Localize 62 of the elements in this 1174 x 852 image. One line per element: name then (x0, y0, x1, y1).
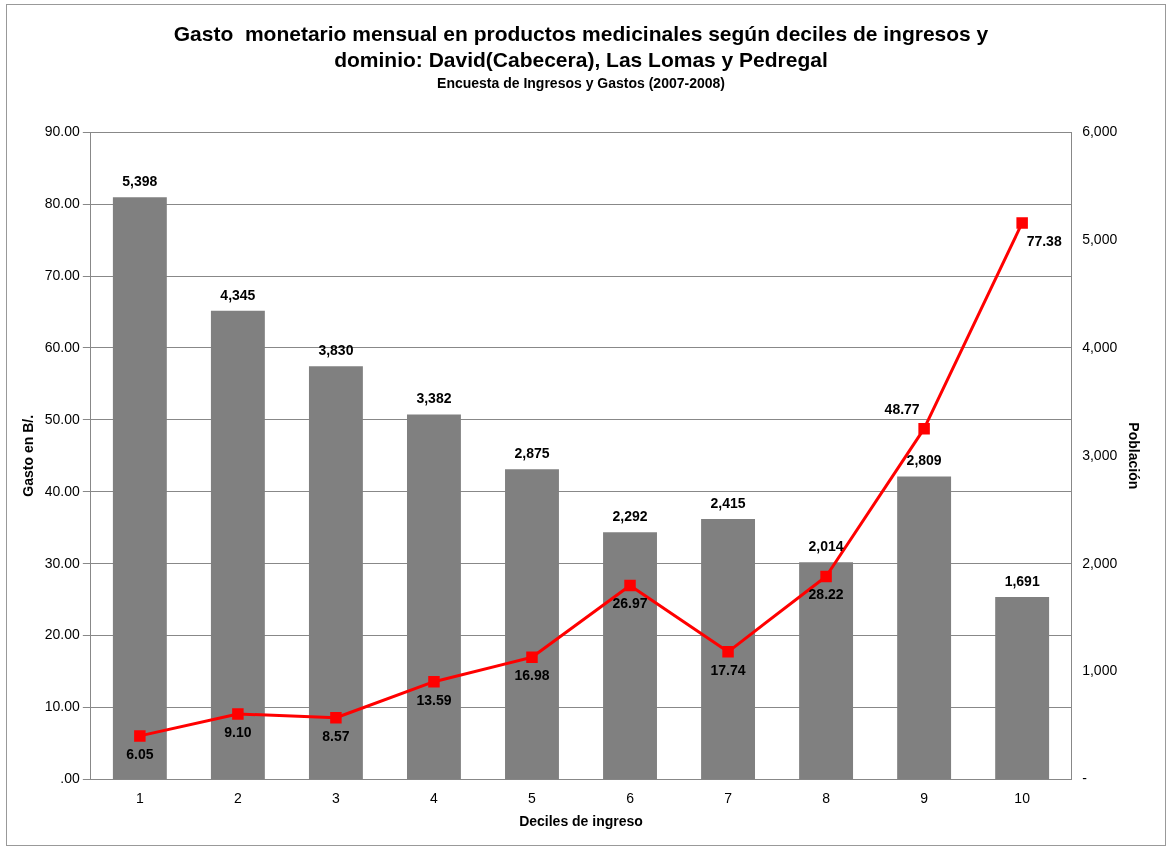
y-tick-label: 20.00 (44, 626, 81, 643)
x-tick-label: 9 (920, 789, 929, 806)
y-tick-label: 70.00 (44, 266, 81, 283)
x-tick-label: 5 (528, 789, 537, 806)
data-label: 2,415 (710, 494, 746, 511)
data-label: 2,809 (906, 452, 942, 469)
y-axis-title: Gasto en B/. (20, 414, 37, 497)
y-tick-label: 40.00 (44, 482, 81, 499)
x-tick-label: 7 (724, 789, 733, 806)
data-label: 8.57 (322, 727, 350, 744)
data-label: 13.59 (416, 691, 452, 708)
y2-tick-label: 6,000 (1082, 123, 1118, 140)
data-label: 28.22 (808, 586, 844, 603)
data-label: 48.77 (884, 400, 920, 417)
data-label: 1,691 (1004, 572, 1040, 589)
data-label: 4,345 (220, 286, 256, 303)
y-tick-label: 10.00 (44, 698, 81, 715)
x-tick-label: 1 (135, 789, 144, 806)
point (722, 646, 734, 658)
data-label: 2,875 (514, 445, 550, 462)
y2-axis-title: Población (1125, 422, 1142, 490)
data-label: 9.10 (224, 723, 252, 740)
x-tick-label: 4 (430, 789, 439, 806)
data-label: 17.74 (710, 661, 746, 678)
point (330, 712, 342, 724)
x-tick-label: 6 (626, 789, 635, 806)
y2-tick-label: 1,000 (1082, 662, 1118, 679)
point (232, 708, 244, 720)
y-tick-label: 80.00 (44, 194, 81, 211)
y-tick-label: 50.00 (44, 410, 81, 427)
y2-tick-label: - (1082, 770, 1088, 787)
point (1016, 217, 1028, 229)
y-tick-label: 60.00 (44, 338, 81, 355)
point (624, 579, 636, 592)
chart-title: Gasto monetario mensual en productos medicinales según deciles de ingresos y dominio: David(Cabecera), Las Lomas y Pedregal (173, 22, 989, 71)
data-label: 6.05 (126, 745, 154, 762)
point (428, 675, 440, 688)
data-label: 3,830 (318, 342, 354, 359)
x-tick-label: 3 (332, 789, 341, 806)
y2-tick-label: 5,000 (1082, 230, 1118, 247)
x-tick-label: 10 (1014, 789, 1031, 806)
x-tick-label: 2 (233, 789, 242, 806)
y2-tick-label: 2,000 (1082, 554, 1118, 571)
y-tick-label: 30.00 (44, 554, 81, 571)
y2-tick-label: 4,000 (1082, 338, 1118, 355)
data-label: 16.98 (514, 667, 550, 684)
data-label: 3,382 (416, 390, 452, 407)
y-tick-label: 90.00 (44, 123, 81, 140)
data-label: 77.38 (1026, 232, 1062, 249)
chart-subtitle: Encuesta de Ingresos y Gastos (2007-2008) (437, 74, 725, 91)
x-axis-title: Deciles de ingreso (519, 813, 643, 830)
x-tick-label: 8 (822, 789, 831, 806)
point (134, 730, 146, 742)
point (820, 570, 832, 583)
point (918, 422, 930, 435)
data-label: 5,398 (122, 173, 158, 189)
data-label: 26.97 (612, 595, 648, 612)
data-label: 2,292 (612, 508, 648, 525)
data-label: 2,014 (808, 538, 844, 555)
point (526, 651, 538, 664)
y2-tick-label: 3,000 (1082, 446, 1118, 463)
y-tick-label: .00 (60, 770, 81, 787)
